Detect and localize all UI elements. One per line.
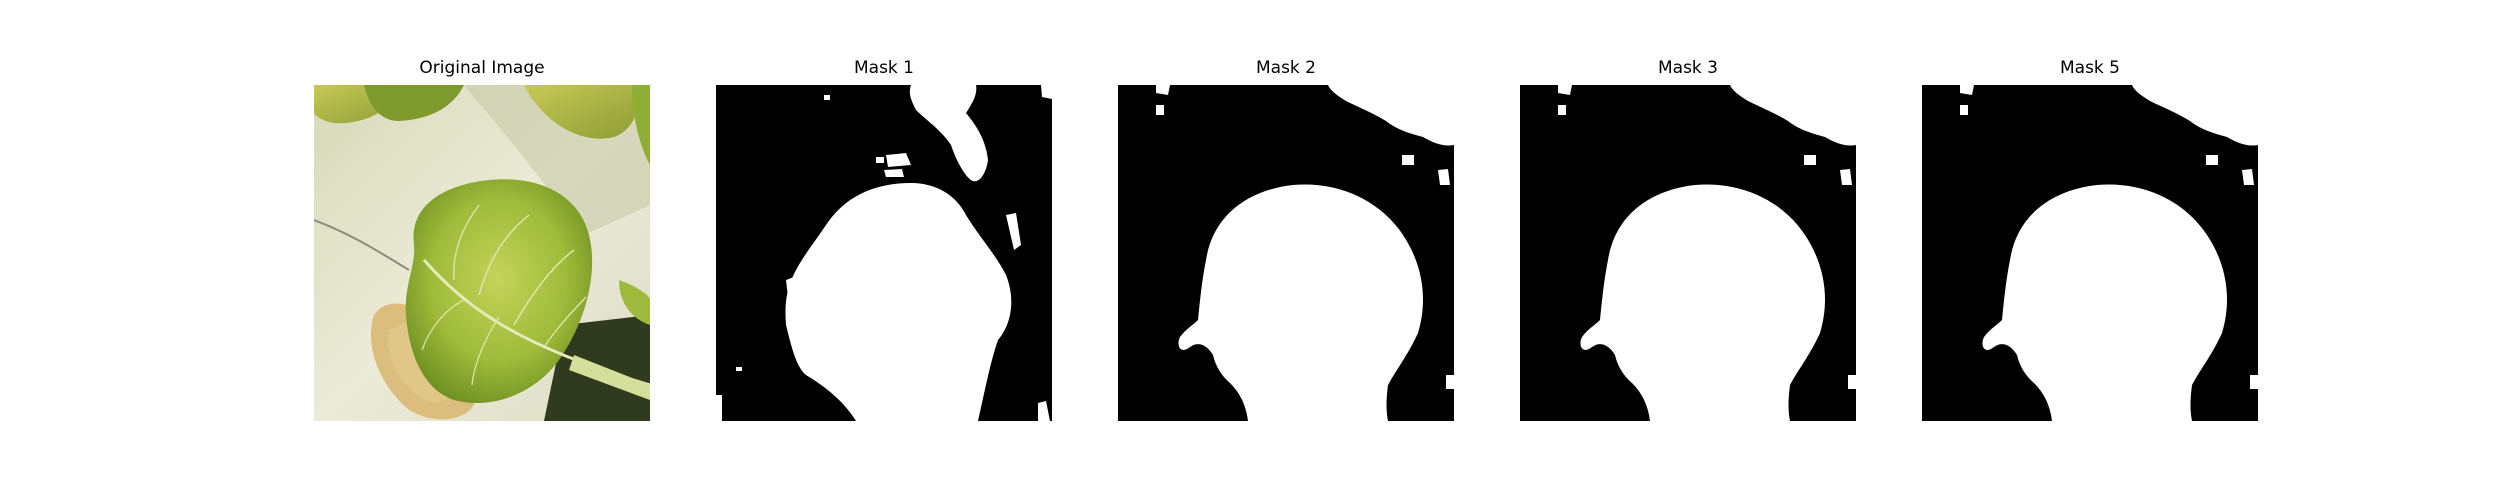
mask-region-blob [736, 367, 742, 371]
mask-region-blob [716, 395, 722, 421]
mask-region-blob [1438, 169, 1450, 185]
stem [569, 355, 650, 400]
mask-region-top-right [2132, 85, 2258, 146]
mask-region-blob [1156, 85, 1170, 95]
panel-title: Mask 2 [1255, 58, 1316, 78]
stem-line [314, 219, 410, 271]
mask-region-blob [1446, 375, 1454, 389]
leaf-vein [513, 249, 575, 326]
mask-region-main [1178, 184, 1423, 421]
original-image [314, 85, 650, 421]
mask-region-blob [1558, 105, 1566, 115]
leaf-vein [453, 204, 480, 281]
mask-region-blob [2242, 169, 2254, 185]
mask-region-blob [1848, 375, 1856, 389]
panel-mask-3: Mask 3 [1520, 56, 1856, 426]
panel-mask-2: Mask 2 [1118, 56, 1454, 426]
leaf-vein [421, 299, 465, 351]
stem-right-leaf [619, 280, 650, 325]
mask-region-top-right-2 [1041, 85, 1052, 99]
panel-title: Mask 3 [1657, 58, 1718, 78]
mask-image [716, 85, 1052, 421]
mask-region-blob [1156, 105, 1164, 115]
mask-region-main [1982, 184, 2227, 421]
panel-title: Mask 1 [853, 58, 914, 78]
mask-region-blob [884, 169, 904, 177]
mask-region-blob [1804, 155, 1816, 165]
panel-mask-5: Mask 5 [1922, 56, 2258, 426]
panel-original-image: Original Image [314, 56, 650, 426]
panel-title: Mask 5 [2059, 58, 2120, 78]
mask-image [1520, 85, 1856, 421]
top-center-leaf [364, 85, 464, 121]
mask-region-blob [886, 153, 911, 167]
mask-region-top-right [909, 85, 988, 182]
mask-region-main [1580, 184, 1825, 421]
panel-title: Original Image [419, 58, 545, 78]
mask-region-blob [1960, 105, 1968, 115]
top-right-leaf [524, 85, 638, 139]
leaf-vein [543, 296, 587, 348]
mask-region-blob [824, 95, 830, 100]
right-edge-leaf [632, 85, 650, 165]
mask-region-main [785, 183, 1012, 421]
mask-region-blob [1038, 401, 1050, 421]
mask-region-top-right [1730, 85, 1856, 146]
mask-region-blob [1960, 85, 1974, 95]
mask-region-top-right [1328, 85, 1454, 146]
mask-region-blob [876, 157, 884, 163]
mask-region-blob [2206, 155, 2218, 165]
leaf-vein [471, 316, 500, 386]
mask-image [1922, 85, 2258, 421]
mask-region-blob [1840, 169, 1852, 185]
mask-region-right-band [1006, 213, 1021, 250]
mask-region-blob [786, 277, 796, 297]
leaf-vein [478, 214, 530, 296]
mask-region-blob [1558, 85, 1572, 95]
mask-image [1118, 85, 1454, 421]
mask-region-blob [2250, 375, 2258, 389]
panel-mask-1: Mask 1 [716, 56, 1052, 426]
mask-region-blob [1402, 155, 1414, 165]
